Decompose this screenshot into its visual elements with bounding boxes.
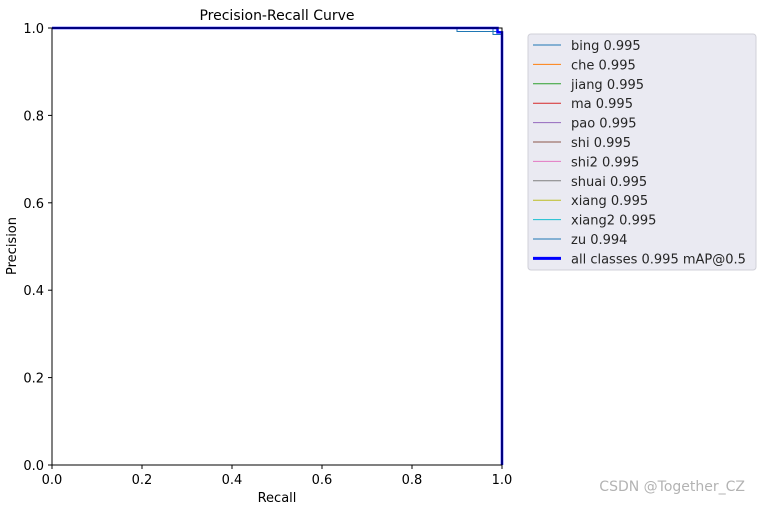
legend-label-shi: shi 0.995	[571, 136, 631, 151]
y-tick-label: 0.8	[23, 109, 44, 124]
x-tick-label: 0.0	[42, 473, 63, 488]
x-tick-label: 0.4	[222, 473, 243, 488]
y-tick-label: 0.2	[23, 372, 44, 387]
x-axis-label: Recall	[258, 491, 297, 506]
x-tick-label: 0.2	[132, 473, 153, 488]
x-tick-label: 1.0	[492, 473, 513, 488]
legend-label-jiang: jiang 0.995	[570, 78, 644, 93]
legend-label-ma: ma 0.995	[571, 97, 633, 112]
watermark: CSDN @Together_CZ	[599, 479, 745, 495]
y-axis-ticks: 0.0 0.2 0.4 0.6 0.8 1.0	[23, 22, 52, 474]
y-tick-label: 1.0	[23, 22, 44, 37]
legend-label-xiang2: xiang2 0.995	[571, 214, 656, 229]
x-axis-ticks: 0.0 0.2 0.4 0.6 0.8 1.0	[42, 465, 513, 488]
legend-label-che: che 0.995	[571, 58, 636, 73]
legend: bing 0.995 che 0.995 jiang 0.995 ma 0.995 pa…	[527, 33, 757, 271]
legend-label-all-classes: all classes 0.995 mAP@0.5	[571, 252, 746, 267]
y-tick-label: 0.6	[23, 197, 44, 212]
x-tick-label: 0.6	[312, 473, 333, 488]
chart-title: Precision-Recall Curve	[199, 8, 354, 24]
legend-label-zu: zu 0.994	[571, 233, 627, 248]
legend-label-shi2: shi2 0.995	[571, 155, 639, 170]
legend-label-shuai: shuai 0.995	[571, 175, 647, 190]
legend-label-pao: pao 0.995	[571, 117, 637, 132]
y-axis-label: Precision	[5, 217, 20, 275]
x-tick-label: 0.8	[402, 473, 423, 488]
plot-frame	[51, 27, 503, 466]
legend-box	[527, 33, 757, 271]
legend-label-bing: bing 0.995	[571, 39, 641, 54]
y-tick-label: 0.0	[23, 459, 44, 474]
legend-label-xiang: xiang 0.995	[571, 194, 648, 209]
y-tick-label: 0.4	[23, 284, 44, 299]
